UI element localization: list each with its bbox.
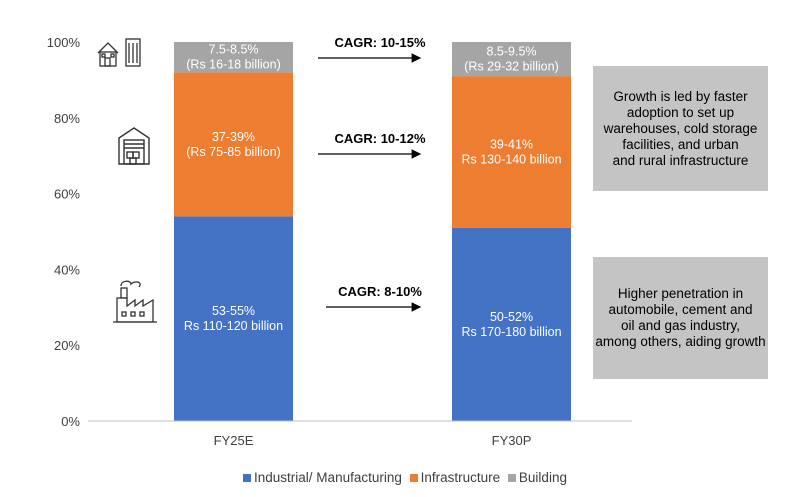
factory-icon xyxy=(113,280,157,323)
cagr-label: CAGR: 10-12% xyxy=(334,131,425,146)
legend-label: Building xyxy=(518,470,567,485)
note-line: oil and gas industry, xyxy=(620,318,741,333)
legend-swatch xyxy=(243,474,252,482)
segment-label: 50-52% xyxy=(490,310,533,324)
x-axis: FY25E FY30P xyxy=(88,420,632,448)
note-line: facilities, and urban xyxy=(622,136,739,152)
segment-label: Rs 130-140 billion xyxy=(461,152,561,166)
note-line: automobile, cement and xyxy=(608,302,753,317)
segment-label: 39-41% xyxy=(490,137,533,151)
legend-item-industrial: Industrial/ Manufacturing xyxy=(243,470,402,485)
note-line: Higher penetration in xyxy=(617,286,744,301)
bars xyxy=(174,42,571,421)
y-tick-label: 40% xyxy=(54,262,80,277)
note-growth-drivers: Growth is led by faster adoption to set … xyxy=(593,66,768,191)
note-line: among others, aiding growth xyxy=(595,334,766,349)
bar-segment xyxy=(174,42,293,73)
segment-label: 7.5-8.5% xyxy=(208,43,258,57)
bar-segment xyxy=(452,227,571,421)
note-line: warehouses, cold storage xyxy=(603,120,758,136)
x-tick-label: FY25E xyxy=(214,433,254,448)
segment-label: (Rs 16-18 billion) xyxy=(186,58,280,72)
y-tick-label: 80% xyxy=(54,111,80,126)
warehouse-icon xyxy=(118,127,150,165)
bar-segment xyxy=(174,72,293,217)
legend-label: Industrial/ Manufacturing xyxy=(254,470,402,485)
segment-label: 8.5-9.5% xyxy=(486,45,536,59)
bar-segment xyxy=(452,76,571,228)
note-line: and rural infrastructure xyxy=(612,152,749,168)
segment-label: (Rs 29-32 billion) xyxy=(464,60,558,74)
buildings-icon xyxy=(97,38,141,67)
legend-swatch xyxy=(409,474,418,482)
y-tick-label: 60% xyxy=(54,187,80,202)
legend-item-infrastructure: Infrastructure xyxy=(409,470,501,485)
note-line: adoption to set up xyxy=(626,104,735,120)
y-axis: 0% 20% 40% 60% 80% 100% xyxy=(47,35,81,429)
segment-label: Rs 170-180 billion xyxy=(461,325,561,339)
segment-label: 37-39% xyxy=(212,130,255,144)
y-tick-label: 0% xyxy=(61,414,80,429)
y-tick-label: 20% xyxy=(54,338,80,353)
legend-item-building: Building xyxy=(507,470,567,485)
cagr-annotations: CAGR: 10-15% CAGR: 10-12% CAGR: 8-10% xyxy=(318,35,426,312)
bar-segment xyxy=(452,42,571,77)
segment-label: Rs 110-120 billion xyxy=(184,319,283,333)
cagr-label: CAGR: 10-15% xyxy=(334,35,425,50)
note-line: Growth is led by faster xyxy=(613,88,748,104)
y-tick-label: 100% xyxy=(47,35,81,50)
legend-swatch xyxy=(507,474,516,482)
note-industrial-penetration: Higher penetration in automobile, cement… xyxy=(593,257,768,379)
cagr-label: CAGR: 8-10% xyxy=(338,284,422,299)
segment-label: (Rs 75-85 billion) xyxy=(186,145,280,159)
legend: Industrial/ Manufacturing Infrastructure… xyxy=(0,470,810,485)
bar-segment xyxy=(174,216,293,421)
legend-label: Infrastructure xyxy=(420,470,501,485)
segment-labels: 53-55%Rs 110-120 billion 37-39%(Rs 75-85 … xyxy=(184,43,562,339)
segment-label: 53-55% xyxy=(212,304,255,318)
x-tick-label: FY30P xyxy=(492,433,532,448)
